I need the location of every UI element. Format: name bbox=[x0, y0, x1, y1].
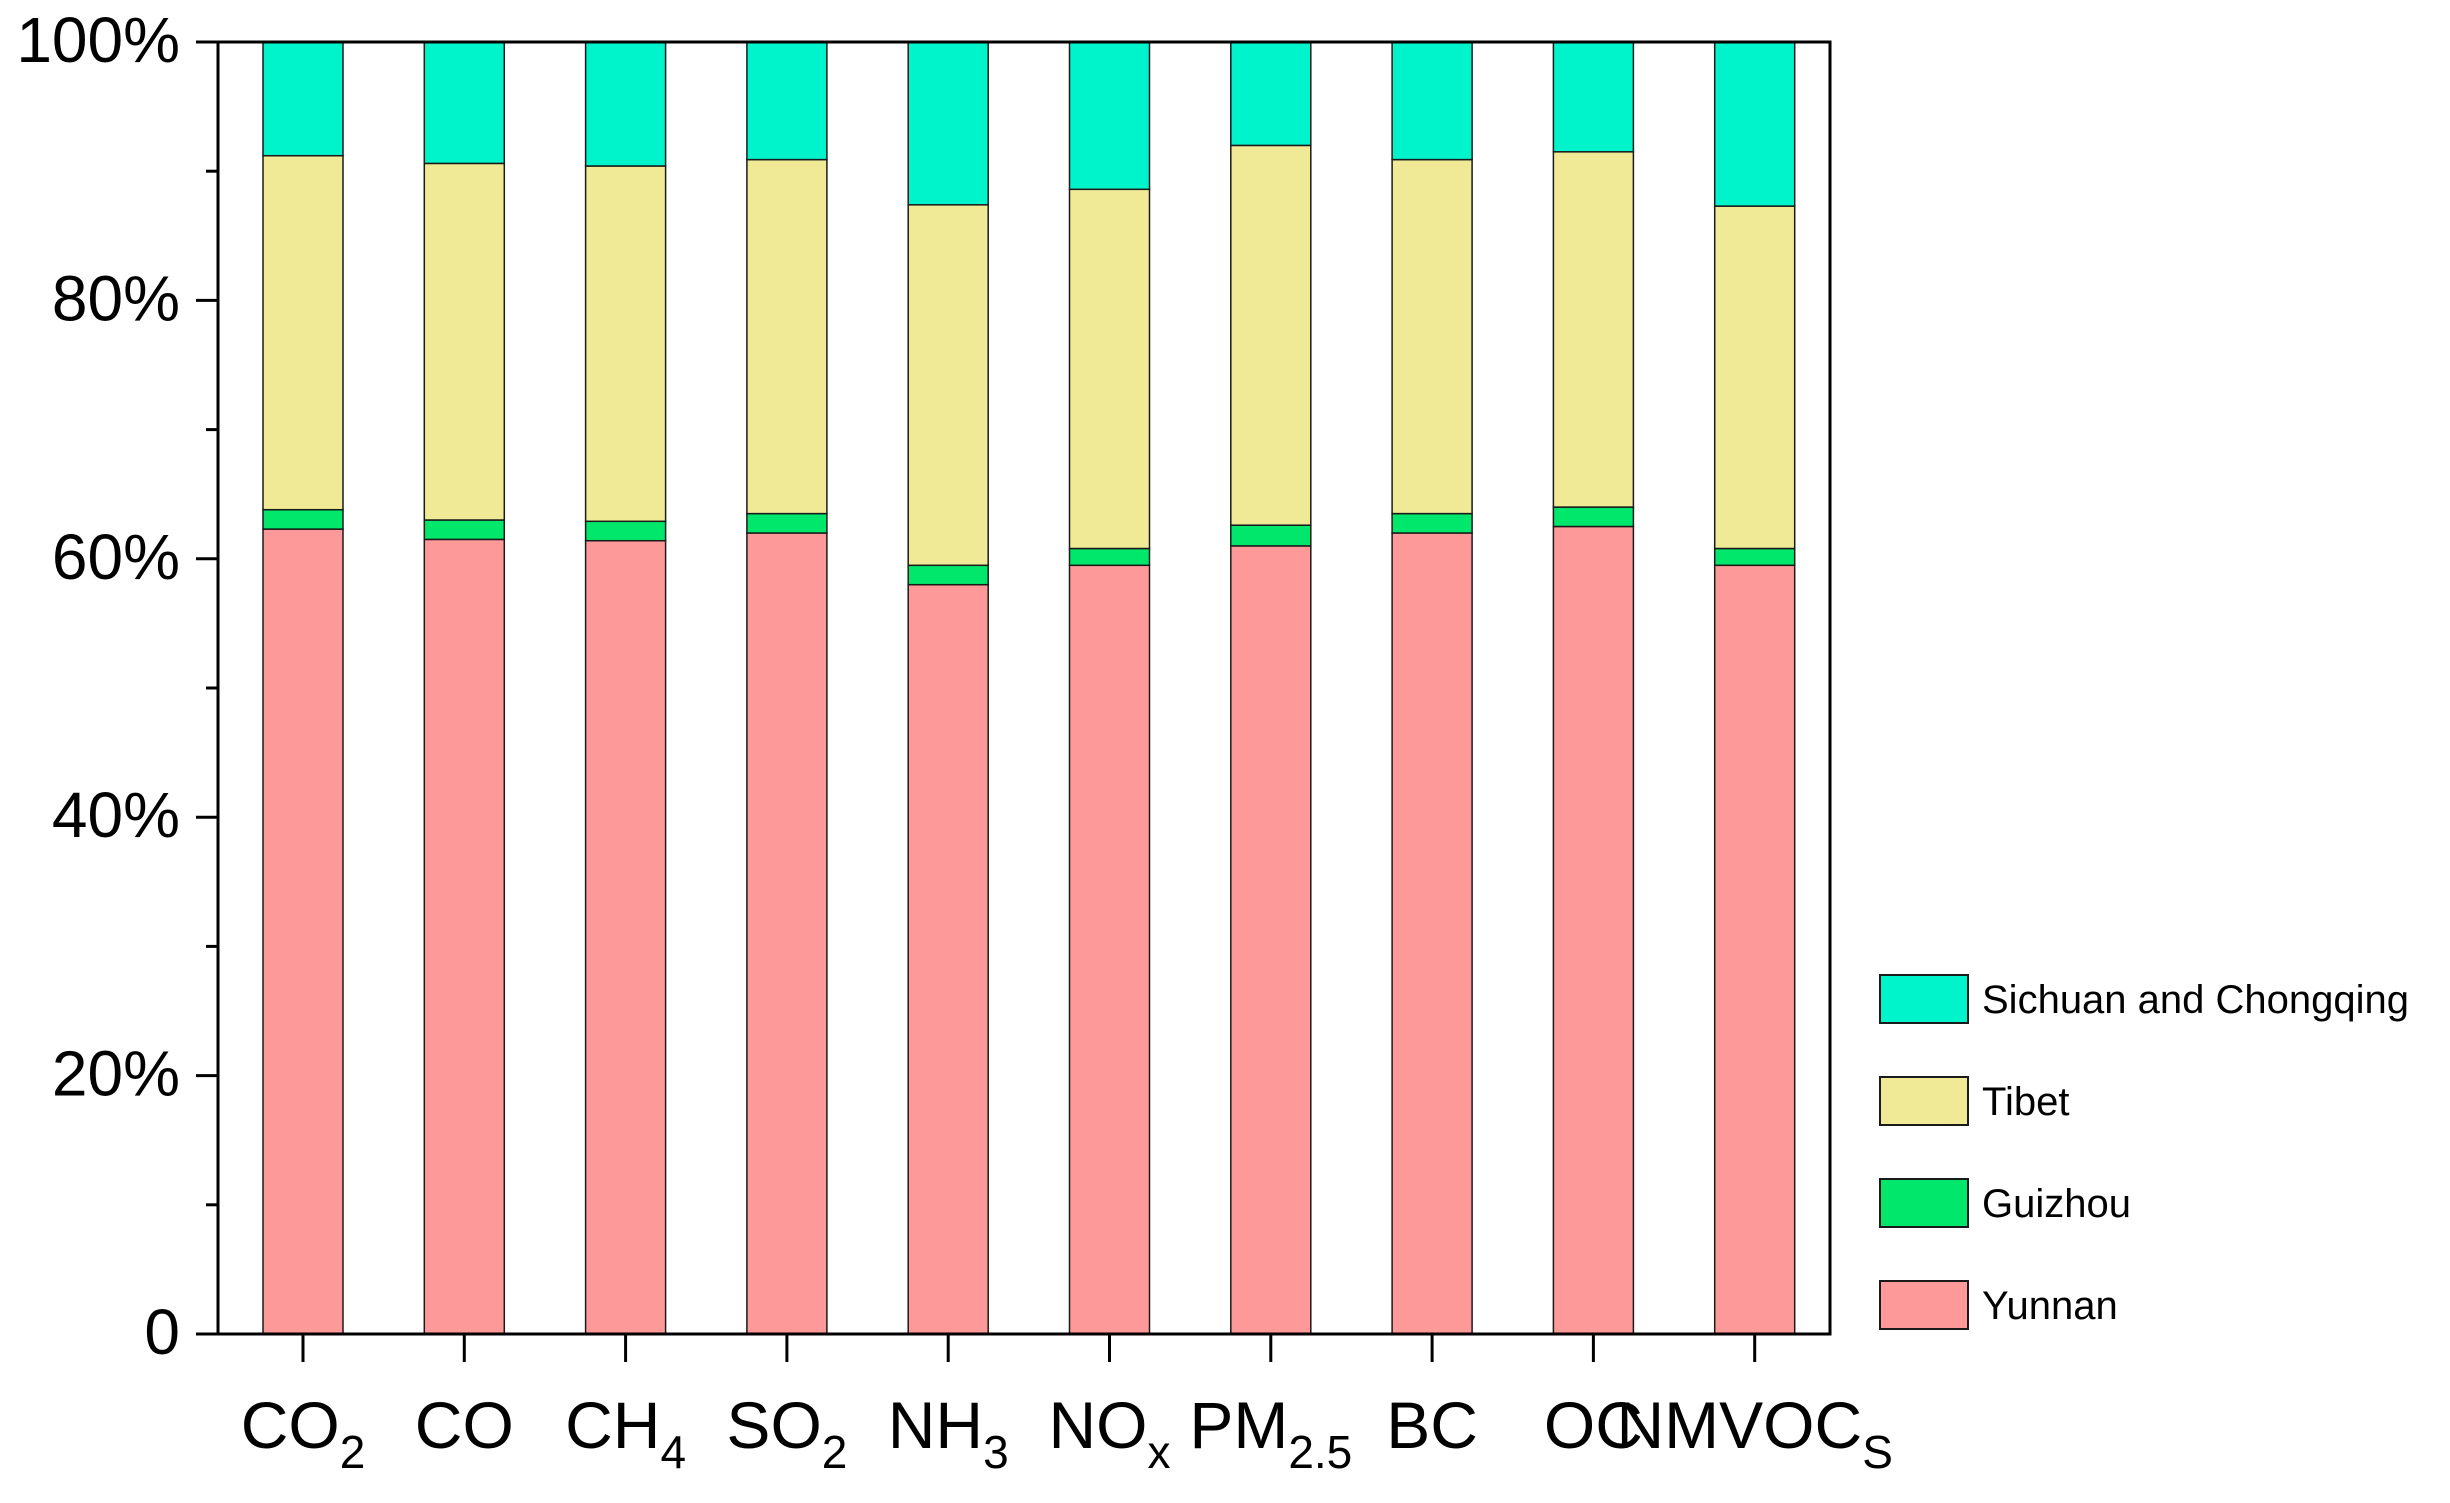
bar-segment-nox-guizhou bbox=[1068, 547, 1151, 567]
bar-segment-nmvocs-sichuan-and-chongqing bbox=[1713, 41, 1796, 207]
bar-segment-so2-guizhou bbox=[746, 512, 828, 534]
bars-layer bbox=[262, 41, 1796, 1335]
bar-segment-co-sichuan-and-chongqing bbox=[423, 41, 506, 165]
bar-segment-nmvocs-yunnan bbox=[1713, 564, 1796, 1335]
x-tick-label-so2: SO2 bbox=[726, 1388, 847, 1478]
legend-swatch-guizhou bbox=[1879, 1178, 1969, 1228]
bar-segment-pm2-5-sichuan-and-chongqing bbox=[1230, 41, 1312, 147]
bar-segment-nmvocs-guizhou bbox=[1713, 547, 1796, 567]
bar-segment-pm2-5-guizhou bbox=[1230, 524, 1312, 547]
x-tick-label-nmvocs: NMVOCS bbox=[1617, 1388, 1893, 1478]
bar-segment-nox-sichuan-and-chongqing bbox=[1068, 41, 1151, 191]
legend-label-yunnan: Yunnan bbox=[1982, 1284, 2118, 1328]
legend: Sichuan and Chongqing Tibet Guizhou Yunnan bbox=[1879, 974, 2409, 1330]
x-tick-label-co2: CO2 bbox=[241, 1388, 366, 1478]
bar-segment-ch4-sichuan-and-chongqing bbox=[584, 41, 667, 167]
y-tick-label-0: 0 bbox=[144, 1296, 180, 1368]
x-tick-label-pm2-5: PM2.5 bbox=[1189, 1388, 1352, 1478]
y-tick-label-80: 80% bbox=[52, 262, 180, 334]
x-tick-label-bc: BC bbox=[1386, 1388, 1478, 1462]
bar-segment-nox-yunnan bbox=[1068, 564, 1151, 1335]
bar-segment-co-guizhou bbox=[423, 519, 506, 541]
axes-layer bbox=[196, 40, 1832, 1362]
bar-segment-oc-guizhou bbox=[1552, 506, 1635, 528]
labels-layer: 0 20% 40% 60% 80% 100% CO2 CO CH4 SO2 NH3 NOx PM2.5 B… bbox=[16, 4, 1893, 1478]
bar-segment-oc-sichuan-and-chongqing bbox=[1552, 41, 1635, 153]
bar-segment-co-yunnan bbox=[423, 538, 506, 1335]
x-tick-label-nox: NOx bbox=[1049, 1388, 1171, 1478]
bar-segment-bc-sichuan-and-chongqing bbox=[1391, 41, 1473, 161]
bar-segment-nh3-yunnan bbox=[907, 583, 989, 1335]
bar-segment-bc-yunnan bbox=[1391, 532, 1473, 1335]
y-tick-label-100: 100% bbox=[16, 4, 180, 76]
x-tick-label-ch4: CH4 bbox=[565, 1388, 686, 1478]
bar-segment-bc-tibet bbox=[1391, 158, 1473, 515]
bar-segment-pm2-5-yunnan bbox=[1230, 545, 1312, 1335]
legend-label-sichuan-and-chongqing: Sichuan and Chongqing bbox=[1982, 978, 2409, 1022]
x-tick-label-nh3: NH3 bbox=[888, 1388, 1009, 1478]
legend-swatch-yunnan bbox=[1879, 1280, 1969, 1330]
bar-segment-nh3-sichuan-and-chongqing bbox=[907, 41, 989, 206]
bar-segment-nh3-tibet bbox=[907, 204, 989, 567]
legend-label-guizhou: Guizhou bbox=[1982, 1182, 2131, 1226]
bar-segment-co2-sichuan-and-chongqing bbox=[262, 41, 344, 157]
legend-label-tibet: Tibet bbox=[1982, 1080, 2069, 1124]
bar-segment-nmvocs-tibet bbox=[1713, 205, 1796, 550]
x-tick-label-oc: OC bbox=[1544, 1388, 1643, 1462]
y-tick-label-60: 60% bbox=[52, 521, 180, 593]
bar-segment-ch4-guizhou bbox=[584, 520, 667, 542]
y-tick-label-40: 40% bbox=[52, 779, 180, 851]
bar-segment-oc-yunnan bbox=[1552, 525, 1635, 1335]
bar-segment-so2-tibet bbox=[746, 158, 828, 515]
bar-segment-bc-guizhou bbox=[1391, 512, 1473, 534]
legend-swatch-tibet bbox=[1879, 1076, 1969, 1126]
bar-segment-so2-yunnan bbox=[746, 532, 828, 1335]
bar-segment-nh3-guizhou bbox=[907, 564, 989, 586]
bar-segment-ch4-tibet bbox=[584, 165, 667, 523]
bar-segment-nox-tibet bbox=[1068, 188, 1151, 550]
y-tick-label-20: 20% bbox=[52, 1038, 180, 1110]
bar-segment-so2-sichuan-and-chongqing bbox=[746, 41, 828, 161]
bar-segment-co2-tibet bbox=[262, 154, 344, 511]
bar-segment-co-tibet bbox=[423, 162, 506, 521]
legend-swatch-sichuan-and-chongqing bbox=[1879, 974, 1969, 1024]
bar-segment-ch4-yunnan bbox=[584, 539, 667, 1335]
x-tick-label-co: CO bbox=[415, 1388, 514, 1462]
bar-segment-pm2-5-tibet bbox=[1230, 144, 1312, 526]
bar-segment-co2-guizhou bbox=[262, 508, 344, 530]
bar-segment-co2-yunnan bbox=[262, 528, 344, 1335]
bar-segment-oc-tibet bbox=[1552, 151, 1635, 508]
